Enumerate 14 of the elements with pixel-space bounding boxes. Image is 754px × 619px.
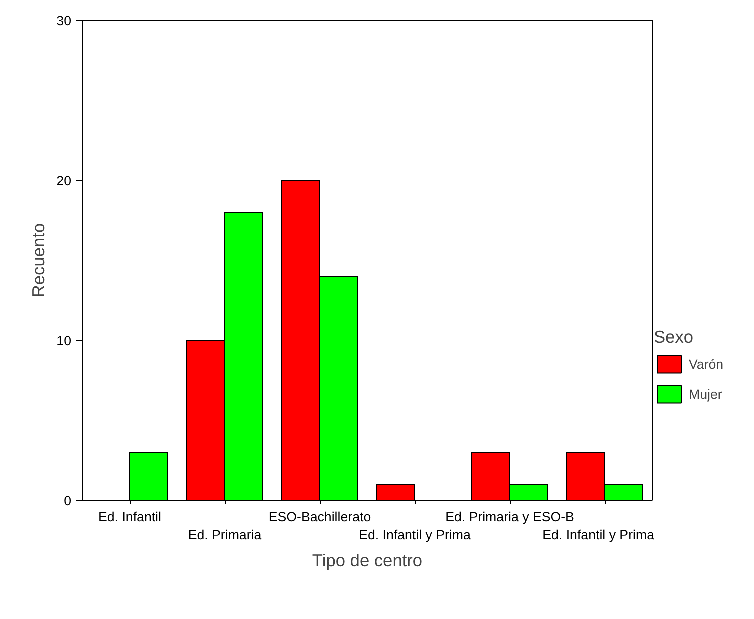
x-axis-title: Tipo de centro (312, 550, 423, 570)
legend-title: Sexo (654, 327, 694, 348)
y-tick-label: 0 (64, 494, 72, 508)
x-tick-label: Ed. Primaria (188, 528, 262, 542)
legend-label: Mujer (689, 386, 722, 402)
y-tick-label: 10 (56, 334, 72, 348)
y-tick-label: 20 (56, 174, 72, 188)
x-tick-label: Ed. Primaria y ESO-B (446, 510, 575, 524)
x-tick-label: ESO-Bachillerato (268, 510, 372, 524)
y-axis-title: Recuento (28, 223, 49, 298)
x-tick-label: Ed. Infantil y Prima (359, 528, 472, 542)
y-tick-label: 30 (56, 14, 72, 28)
x-tick-label: Ed. Infantil (98, 510, 162, 524)
legend-label: Varón (689, 356, 724, 372)
